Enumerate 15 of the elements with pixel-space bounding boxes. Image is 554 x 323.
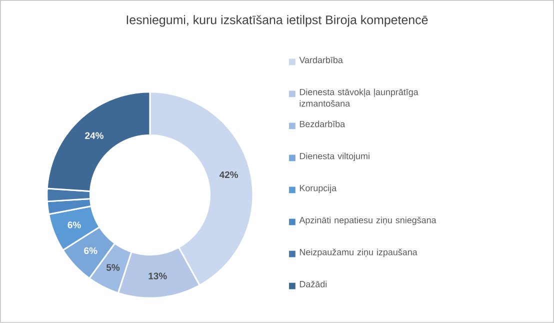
legend-label: Vardarbība — [299, 56, 343, 64]
legend-label: Dažādi — [300, 280, 327, 288]
legend-label: Dienesta stāvokļa ļaunprātīga izmantošana — [300, 88, 418, 107]
chart-title: Iesniegumi, kuru izskatīšana ietilpst Biroja kompetencē — [126, 15, 428, 27]
data-label: 6% — [68, 222, 81, 228]
legend-label: Dienesta viltojumi — [300, 152, 370, 162]
data-label: 5% — [106, 264, 120, 271]
legend-label: Apzināti nepatiesu ziņu sniegšana — [299, 216, 436, 226]
legend-label: Bezdarbība — [300, 120, 346, 128]
data-label: 13% — [148, 272, 167, 280]
data-label: 6% — [84, 247, 98, 254]
legend-label: Neizpaužamu ziņu izpaušana — [300, 248, 418, 258]
legend-label: Korupcija — [300, 184, 337, 194]
data-label: 42% — [219, 171, 238, 178]
data-label: 24% — [85, 132, 104, 140]
